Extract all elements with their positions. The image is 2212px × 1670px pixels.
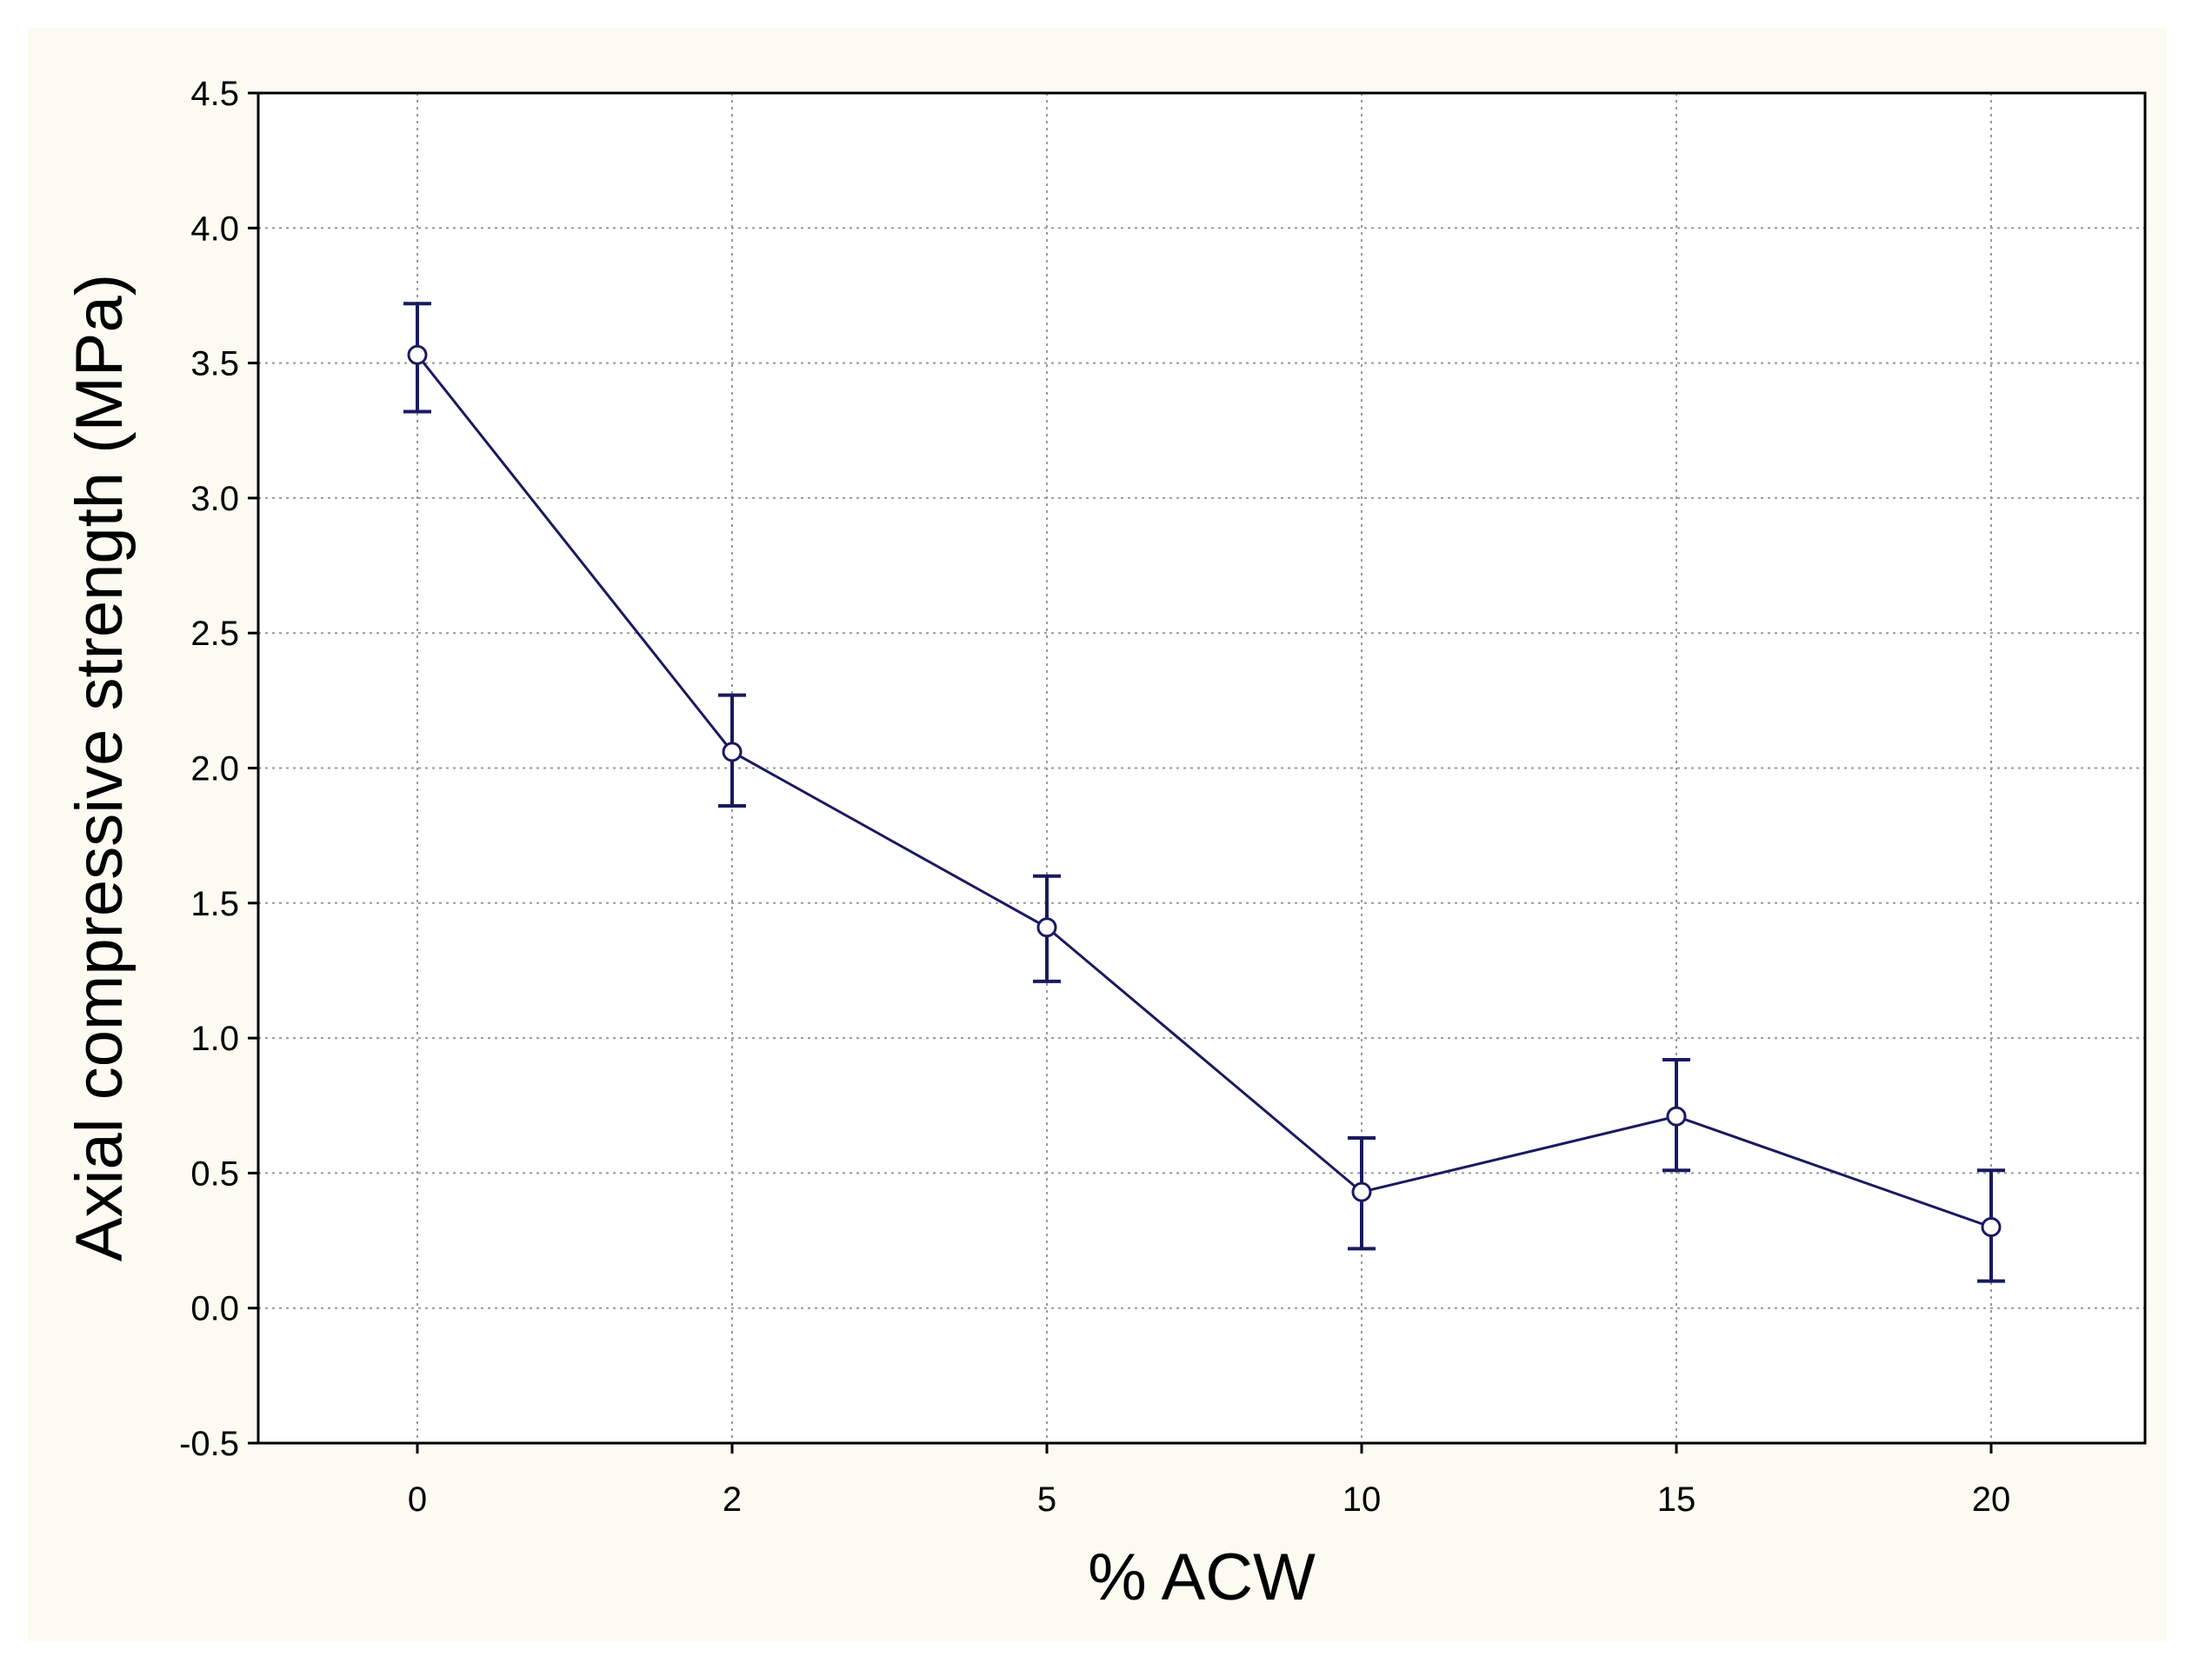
y-tick-label: 3.0: [190, 480, 239, 518]
series-layer: [403, 302, 2005, 1283]
x-tick-label: 20: [1972, 1480, 2011, 1519]
y-tick-label: 0.0: [190, 1290, 239, 1328]
x-tick-label: 15: [1657, 1480, 1696, 1519]
data-point: [722, 742, 743, 762]
data-point: [1666, 1106, 1687, 1127]
x-tick-label: 0: [408, 1480, 427, 1519]
x-tick-label: 2: [723, 1480, 742, 1519]
y-tick-label: 3.5: [190, 345, 239, 383]
y-tick-label: 4.0: [190, 210, 239, 248]
data-point: [1036, 917, 1057, 938]
data-point: [407, 344, 428, 365]
y-tick-label: 1.5: [190, 885, 239, 923]
y-tick-label: 2.5: [190, 615, 239, 653]
data-point: [1351, 1181, 1372, 1202]
y-tick-label: 0.5: [190, 1154, 239, 1193]
x-tick-label: 10: [1343, 1480, 1382, 1519]
y-axis-title: Axial compressive strength (MPa): [63, 274, 137, 1261]
x-tick-label: 5: [1037, 1480, 1056, 1519]
y-tick-label: 4.5: [190, 75, 239, 113]
plot-area: [258, 93, 2145, 1443]
y-tick-label: 1.0: [190, 1020, 239, 1058]
x-axis-title: % ACW: [1088, 1540, 1316, 1614]
series-line: [416, 354, 1992, 1228]
axis-ticks: 4.5 4.0 3.5 3.0 2.5 2.0 1.5 1.0 0.5 0.0 -0.5 0 2 5 10 1…: [179, 75, 2010, 1519]
y-tick-label: 2.0: [190, 750, 239, 788]
data-point: [1981, 1217, 2002, 1238]
y-tick-label: -0.5: [179, 1425, 239, 1463]
